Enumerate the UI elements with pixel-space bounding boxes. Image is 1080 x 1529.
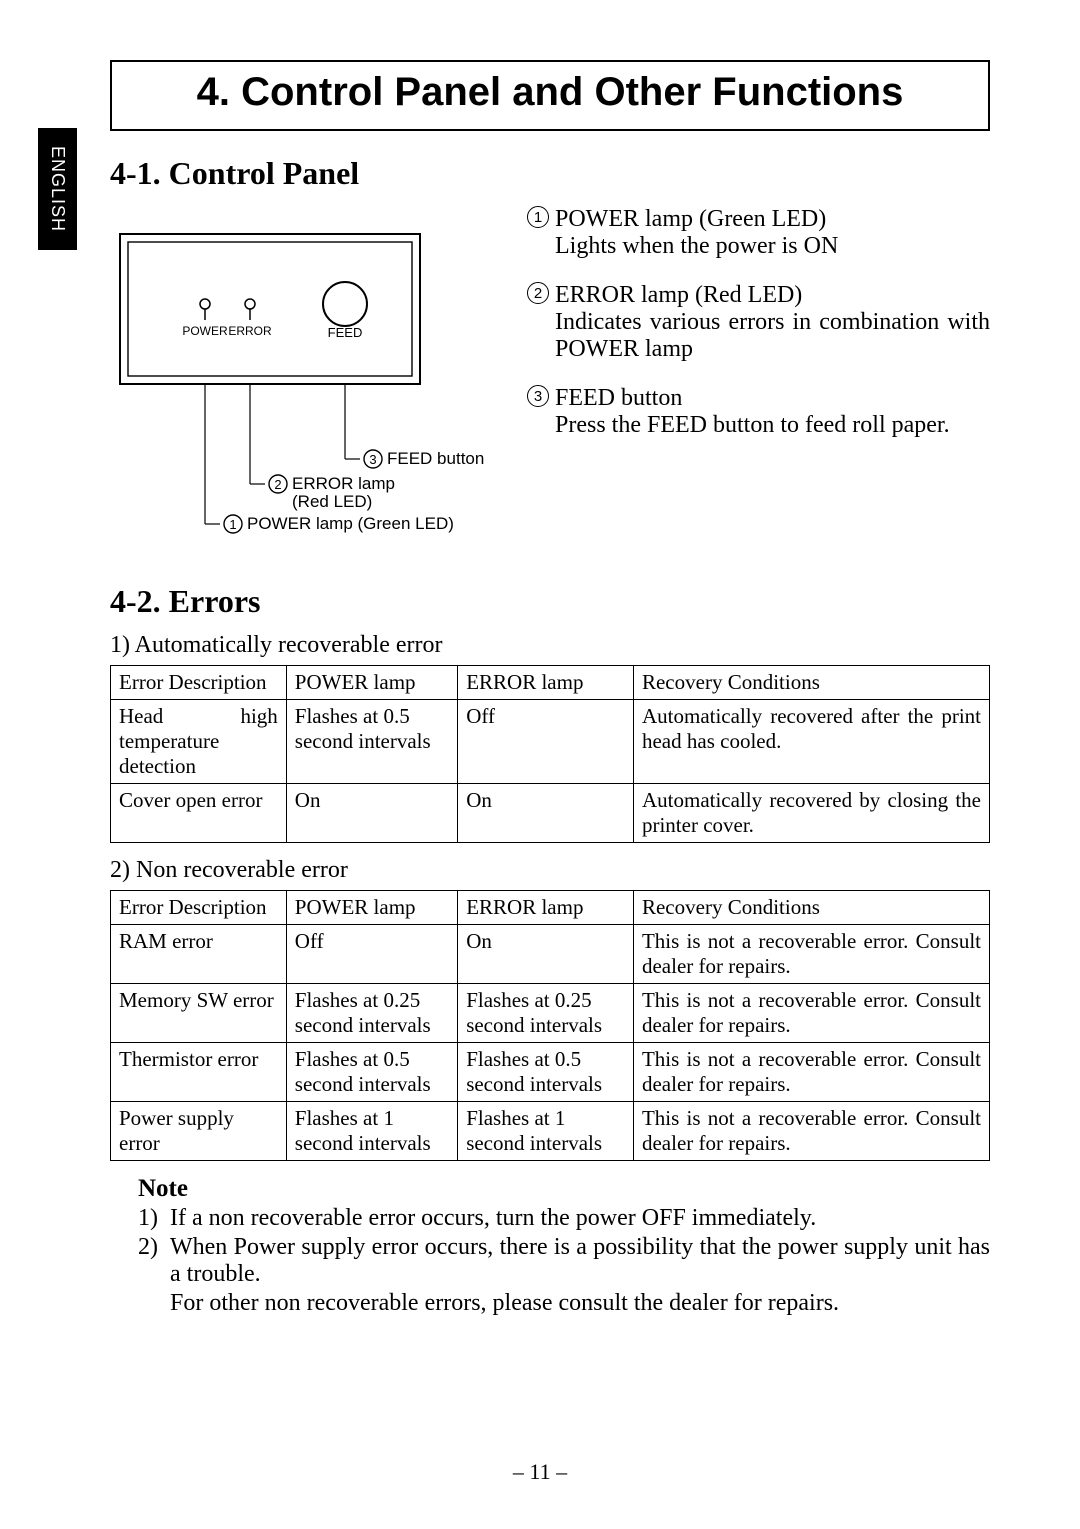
num-1-icon: 1 [527,206,549,228]
cell: Flashes at 0.5 second intervals [286,1043,457,1102]
table-row: Memory SW error Flashes at 0.25 second i… [111,984,990,1043]
col-power-lamp: POWER lamp [286,666,457,700]
cell: On [286,784,457,843]
error-label: ERROR [228,324,272,338]
svg-text:3: 3 [369,452,376,467]
non-error-table: Error Description POWER lamp ERROR lamp … [110,890,990,1161]
desc-1-body: Lights when the power is ON [527,233,990,260]
note-2b: For other non recoverable errors, please… [138,1290,990,1317]
col-error-desc: Error Description [111,891,287,925]
cell: Automatically recovered after the print … [633,700,989,784]
cell: Off [458,700,634,784]
col-error-desc: Error Description [111,666,287,700]
non-error-heading: 2) Non recoverable error [110,857,990,884]
cell: Flashes at 0.25 second intervals [286,984,457,1043]
cell: Cover open error [111,784,287,843]
cell: Head high temperature detection [111,700,287,784]
desc-item-2: 2 ERROR lamp (Red LED) Indicates various … [527,282,990,363]
callout-3: FEED button [387,449,484,468]
section-4-2-heading: 4-2. Errors [110,583,990,620]
note-1-num: 1) [138,1205,170,1232]
table-header-row: Error Description POWER lamp ERROR lamp … [111,666,990,700]
cell: RAM error [111,925,287,984]
note-heading: Note [138,1175,990,1203]
svg-text:1: 1 [229,517,236,532]
page-number: – 11 – [0,1459,1080,1485]
chapter-title: 4. Control Panel and Other Functions [112,70,988,115]
section-4-1-heading: 4-1. Control Panel [110,155,990,192]
callout-2a: ERROR lamp [292,474,395,493]
feed-label: FEED [328,325,363,340]
table-row: Head high temperature detection Flashes … [111,700,990,784]
desc-2-body: Indicates various errors in combination … [527,309,990,363]
cell: Flashes at 1 second intervals [458,1102,634,1161]
power-label: POWER [182,324,228,338]
note-2-text-b: For other non recoverable errors, please… [170,1290,990,1317]
cell: Flashes at 0.5 second intervals [458,1043,634,1102]
cell: This is not a recoverable error. Consult… [633,984,989,1043]
chapter-title-box: 4. Control Panel and Other Functions [110,60,990,131]
cell: Flashes at 0.5 second intervals [286,700,457,784]
table-row: Cover open error On On Automatically rec… [111,784,990,843]
language-tab: ENGLISH [38,128,77,250]
col-recovery: Recovery Conditions [633,666,989,700]
desc-3-body: Press the FEED button to feed roll paper… [527,412,990,439]
num-2-icon: 2 [527,282,549,304]
cell: Memory SW error [111,984,287,1043]
control-panel-diagram: POWER ERROR FEED 3 FEED button 2 ERROR l… [110,204,515,569]
note-2-num: 2) [138,1234,170,1288]
note-1-text: If a non recoverable error occurs, turn … [170,1205,990,1232]
table-header-row: Error Description POWER lamp ERROR lamp … [111,891,990,925]
callout-2b: (Red LED) [292,492,372,511]
note-1: 1) If a non recoverable error occurs, tu… [138,1205,990,1232]
cell: Off [286,925,457,984]
table-row: Thermistor error Flashes at 0.5 second i… [111,1043,990,1102]
note-2: 2) When Power supply error occurs, there… [138,1234,990,1288]
table-row: RAM error Off On This is not a recoverab… [111,925,990,984]
desc-item-3: 3 FEED button Press the FEED button to fe… [527,385,990,439]
callout-1: POWER lamp (Green LED) [247,514,454,533]
desc-item-1: 1 POWER lamp (Green LED) Lights when the … [527,206,990,260]
auto-error-table: Error Description POWER lamp ERROR lamp … [110,665,990,843]
cell: On [458,925,634,984]
cell: On [458,784,634,843]
num-3-icon: 3 [527,385,549,407]
note-2-text-a: When Power supply error occurs, there is… [170,1234,990,1288]
cell: Automatically recovered by closing the p… [633,784,989,843]
cell: Flashes at 0.25 second intervals [458,984,634,1043]
cell: Thermistor error [111,1043,287,1102]
cell: Flashes at 1 second intervals [286,1102,457,1161]
desc-1-head: POWER lamp (Green LED) [555,206,826,233]
auto-error-heading: 1) Automatically recoverable error [110,632,990,659]
note-block: Note 1) If a non recoverable error occur… [110,1175,990,1317]
cell: This is not a recoverable error. Consult… [633,925,989,984]
desc-2-head: ERROR lamp (Red LED) [555,282,802,309]
cell: Power supply error [111,1102,287,1161]
col-error-lamp: ERROR lamp [458,666,634,700]
cell: This is not a recoverable error. Consult… [633,1102,989,1161]
cell: This is not a recoverable error. Consult… [633,1043,989,1102]
svg-text:2: 2 [274,477,281,492]
table-row: Power supply error Flashes at 1 second i… [111,1102,990,1161]
col-power-lamp: POWER lamp [286,891,457,925]
col-error-lamp: ERROR lamp [458,891,634,925]
desc-3-head: FEED button [555,385,682,412]
col-recovery: Recovery Conditions [633,891,989,925]
